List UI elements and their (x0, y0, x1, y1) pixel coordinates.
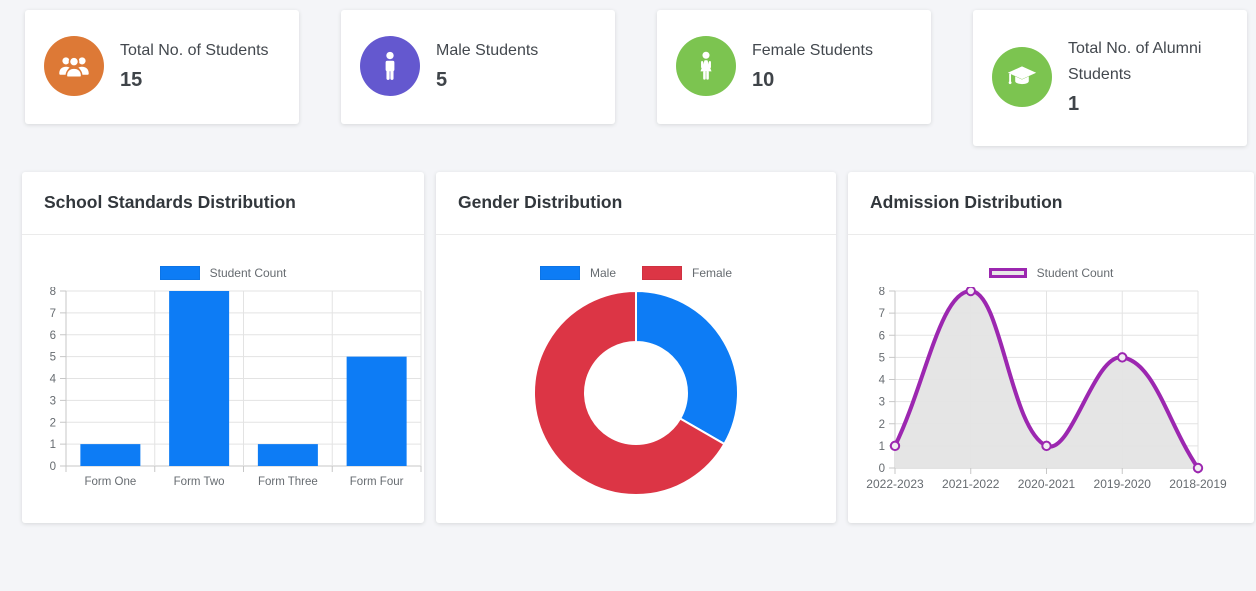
stat-card-value: 15 (120, 69, 143, 91)
svg-text:2: 2 (879, 419, 885, 431)
panel-title: School Standards Distribution (44, 192, 296, 212)
male-icon (360, 36, 420, 96)
svg-text:4: 4 (50, 374, 57, 386)
svg-text:8: 8 (50, 287, 56, 298)
legend-swatch (642, 266, 682, 280)
bar-chart-legend: Student Count (159, 265, 287, 281)
svg-text:1: 1 (50, 439, 56, 451)
stat-card-male-students: Male Students 5 (341, 10, 615, 124)
svg-text:0: 0 (879, 463, 885, 475)
svg-text:0: 0 (50, 461, 56, 473)
stat-card-label: Total No. of Alumni Students (1068, 40, 1202, 83)
charts-row: School Standards Distribution Student Co… (22, 172, 1254, 523)
svg-text:1: 1 (879, 441, 885, 453)
svg-text:Form Three: Form Three (258, 476, 318, 488)
legend-item-female[interactable]: Female (642, 266, 732, 280)
panel-gender-distribution: Gender Distribution Male Female (436, 172, 836, 523)
svg-text:4: 4 (879, 375, 886, 387)
legend-swatch (988, 268, 1027, 278)
svg-text:5: 5 (879, 352, 885, 364)
svg-text:7: 7 (50, 308, 56, 320)
stat-card-label: Male Students (436, 42, 539, 59)
svg-text:8: 8 (879, 287, 885, 298)
legend-label: Male (589, 266, 616, 280)
stat-card-value: 10 (752, 69, 775, 91)
legend-label: Female (692, 266, 733, 280)
svg-text:7: 7 (879, 308, 885, 320)
legend-item-male[interactable]: Male (539, 266, 616, 280)
panel-title: Gender Distribution (458, 192, 623, 212)
panel-title: Admission Distribution (870, 192, 1063, 212)
legend-label: Student Count (209, 266, 287, 280)
stat-card-alumni-students: Total No. of Alumni Students 1 (973, 10, 1247, 146)
svg-text:2018-2019: 2018-2019 (1169, 477, 1227, 491)
svg-text:Form Two: Form Two (174, 476, 225, 488)
line-chart[interactable]: 0 1 2 3 4 5 6 7 8 2022-2023 2021-2022 2020-2021 2019… (848, 287, 1254, 502)
svg-text:3: 3 (879, 397, 885, 409)
legend-swatch (159, 266, 200, 280)
bar-chart[interactable]: 0 1 2 3 4 5 6 7 8 Form One Form Two Form Three Form … (22, 287, 424, 493)
svg-text:Form Four: Form Four (350, 476, 404, 488)
stat-cards-row: Total No. of Students 15 Male Students 5 (25, 10, 1247, 146)
legend-item-student-count[interactable]: Student Count (988, 266, 1114, 280)
users-icon (44, 36, 104, 96)
panel-school-standards: School Standards Distribution Student Co… (22, 172, 424, 523)
legend-label: Student Count (1036, 266, 1114, 280)
svg-text:6: 6 (879, 330, 885, 342)
svg-text:Form One: Form One (84, 476, 136, 488)
stat-card-value: 1 (1068, 93, 1080, 115)
svg-text:2020-2021: 2020-2021 (1018, 477, 1076, 491)
stat-card-value: 5 (436, 69, 448, 91)
panel-header: Admission Distribution (848, 172, 1254, 235)
stat-card-label: Total No. of Students (120, 42, 269, 59)
legend-item-student-count[interactable]: Student Count (159, 266, 287, 280)
svg-text:2019-2020: 2019-2020 (1094, 477, 1152, 491)
donut-chart[interactable] (436, 287, 836, 499)
panel-header: School Standards Distribution (22, 172, 424, 235)
panel-admission-distribution: Admission Distribution Student Count 0 1 2… (848, 172, 1254, 523)
graduation-cap-icon (992, 47, 1052, 107)
svg-text:2022-2023: 2022-2023 (866, 477, 924, 491)
panel-header: Gender Distribution (436, 172, 836, 235)
legend-swatch (539, 266, 580, 280)
svg-text:5: 5 (50, 352, 56, 364)
svg-text:6: 6 (50, 330, 56, 342)
svg-text:3: 3 (50, 395, 56, 407)
female-icon (676, 36, 736, 96)
stat-card-label: Female Students (752, 42, 873, 59)
stat-card-female-students: Female Students 10 (657, 10, 931, 124)
line-chart-legend: Student Count (988, 265, 1114, 281)
svg-text:2: 2 (50, 417, 56, 429)
donut-chart-legend: Male Female (539, 265, 732, 281)
stat-card-total-students: Total No. of Students 15 (25, 10, 299, 124)
svg-text:2021-2022: 2021-2022 (942, 477, 1000, 491)
